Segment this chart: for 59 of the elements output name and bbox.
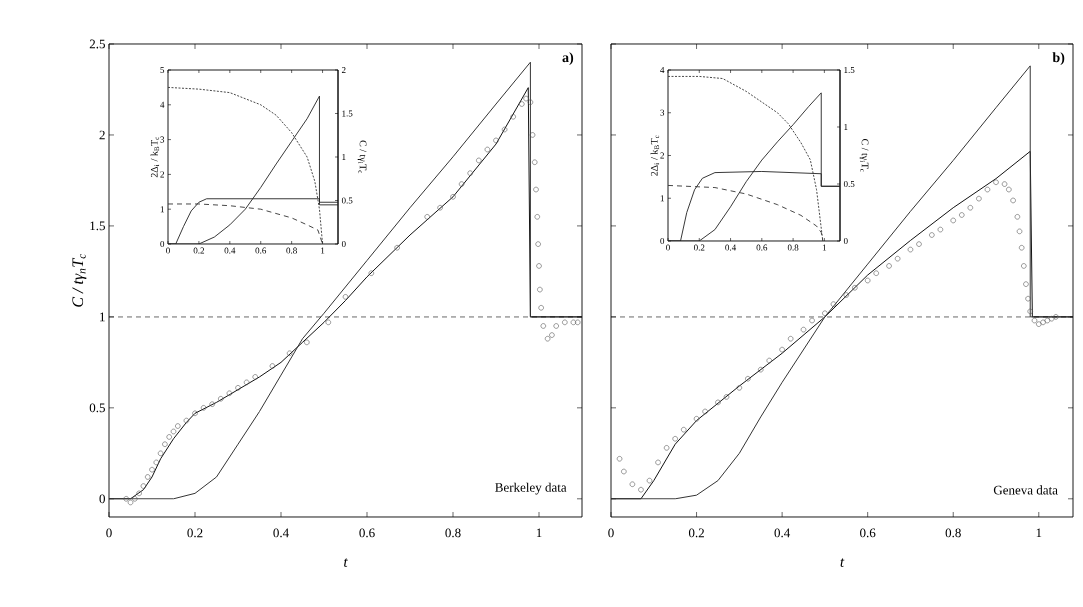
x-tick-label: 0 xyxy=(166,247,170,254)
y2-tick-label: 1.5 xyxy=(342,110,353,117)
y2-tick-label: 1 xyxy=(342,154,346,160)
x-tick-label: 0.8 xyxy=(445,528,461,538)
annotation: Geneva data xyxy=(993,485,1058,495)
y-tick-label: 0 xyxy=(660,237,665,245)
y-axis-title: 2Δ$_{i}$ / k$_{B}$T$_{c}$ xyxy=(150,136,160,178)
y-tick-label: 1.5 xyxy=(90,221,105,231)
y2-tick-label: 2 xyxy=(341,67,346,73)
y2-tick-label: 0.5 xyxy=(341,197,353,204)
x-tick-label: 0.8 xyxy=(286,247,297,254)
x-tick-label: 0.4 xyxy=(224,247,236,254)
annotation: a) xyxy=(562,52,574,65)
x-tick-label: 0.8 xyxy=(945,528,961,538)
x-tick-label: 0.4 xyxy=(273,528,289,538)
x-axis-title: t xyxy=(344,558,348,567)
y-tick-label: 2 xyxy=(99,130,105,140)
y-tick-label: 1 xyxy=(100,312,105,322)
y2-tick-label: 0.5 xyxy=(843,180,855,188)
x-tick-label: 0.4 xyxy=(774,528,791,538)
x-tick-label: 0 xyxy=(608,528,614,538)
x-tick-label: 0.2 xyxy=(688,528,704,538)
x-tick-label: 1 xyxy=(321,247,325,254)
x-axis-title: t xyxy=(840,558,845,567)
y-tick-label: 4 xyxy=(160,101,165,108)
x-tick-label: 0.6 xyxy=(860,528,876,538)
x-tick-label: 1 xyxy=(536,528,542,538)
y-tick-label: 3 xyxy=(160,136,165,143)
y-axis-title: C / tγ$_{n}$T$_{c}$ xyxy=(72,253,87,307)
y-tick-label: 2 xyxy=(160,171,164,178)
y2-axis-title: C / tγ$_{i}$T$_{c}$ xyxy=(859,139,869,172)
x-tick-label: 0.2 xyxy=(187,528,203,538)
x-tick-label: 0.6 xyxy=(255,247,267,254)
y-tick-label: 2.5 xyxy=(89,39,105,49)
x-tick-label: 0 xyxy=(106,528,112,538)
y-axis-title: 2Δ$_{i}$ / k$_{B}$T$_{c}$ xyxy=(650,135,660,176)
y-tick-label: 0 xyxy=(99,494,105,504)
annotation: Berkeley data xyxy=(495,482,567,495)
y-tick-label: 1 xyxy=(160,206,164,213)
x-tick-label: 0.8 xyxy=(787,244,799,251)
y2-tick-label: 1 xyxy=(844,124,848,130)
x-tick-label: 0 xyxy=(666,244,670,251)
y-tick-label: 3 xyxy=(660,109,665,116)
y-tick-label: 1 xyxy=(660,195,664,202)
x-tick-label: 0.2 xyxy=(193,247,205,254)
y2-axis-title: C / tγ$_{i}$T$_{c}$ xyxy=(357,140,367,174)
y-tick-label: 0.5 xyxy=(89,403,105,413)
y2-tick-label: 0 xyxy=(843,237,848,245)
x-tick-label: 0.4 xyxy=(725,244,737,251)
x-tick-label: 1 xyxy=(822,244,827,251)
x-tick-label: 0.6 xyxy=(756,244,768,251)
y-tick-label: 4 xyxy=(660,67,665,73)
annotation: b) xyxy=(1052,52,1065,65)
x-tick-label: 1 xyxy=(1036,528,1042,538)
x-tick-label: 0.6 xyxy=(359,528,375,538)
y2-tick-label: 1.5 xyxy=(844,66,855,74)
y-tick-label: 2 xyxy=(660,152,664,159)
x-tick-label: 0.2 xyxy=(694,244,705,251)
y-tick-label: 5 xyxy=(160,67,165,73)
